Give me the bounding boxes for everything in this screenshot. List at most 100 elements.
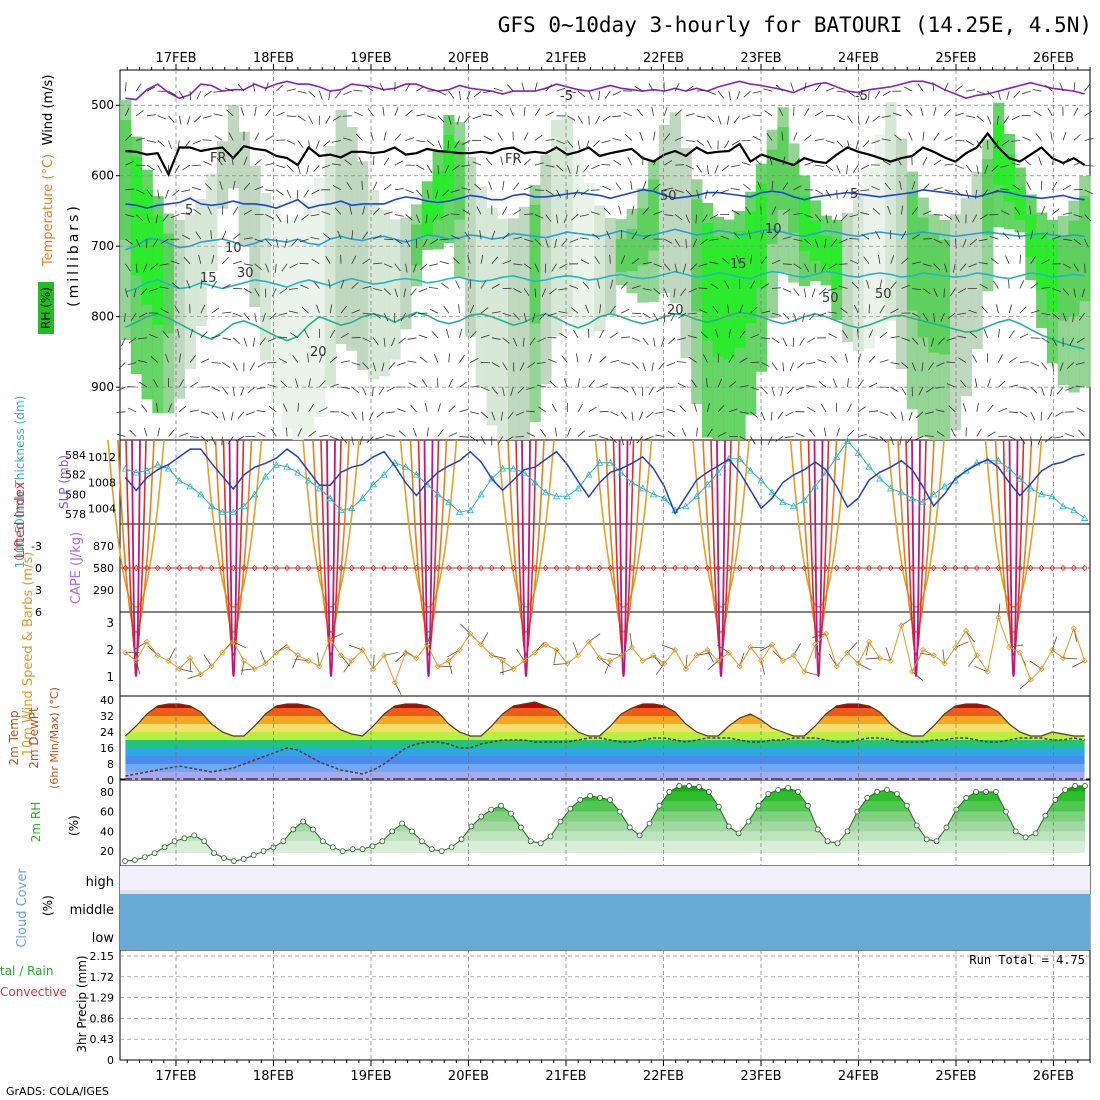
wind-barb	[739, 304, 744, 314]
rh-marker	[300, 818, 307, 825]
rh-marker	[399, 820, 406, 827]
wind-barb	[372, 337, 379, 346]
cloud-cell-middle	[260, 894, 272, 922]
dewpoint-line	[125, 737, 1085, 777]
wind-barb	[717, 404, 725, 413]
thickness-tick-label: 580	[65, 488, 86, 501]
wind-barb	[362, 205, 366, 215]
li-marker	[984, 564, 991, 572]
wind-barb	[602, 185, 611, 191]
thickness-marker	[197, 490, 205, 498]
wind-barb	[804, 263, 810, 272]
wind-barb	[631, 337, 641, 342]
wind-barb	[450, 189, 460, 193]
wind-barb	[621, 362, 630, 366]
wind-speed-marker	[887, 657, 894, 664]
wind-barb	[200, 279, 203, 289]
thickness-marker	[294, 468, 302, 476]
wind-barb	[1052, 312, 1060, 320]
wind-barb	[790, 82, 794, 92]
wind-barb	[301, 306, 309, 314]
rh-cell-core	[615, 239, 628, 273]
cloud-cell-middle	[637, 894, 649, 922]
wind-barb	[491, 283, 500, 289]
wind-barb	[405, 189, 415, 194]
wind-barb	[125, 161, 134, 166]
wind-barb	[432, 214, 439, 222]
rh-cell-core	[1025, 214, 1037, 258]
li-marker	[704, 564, 711, 572]
thickness-marker	[1080, 514, 1089, 521]
wind-barb	[333, 115, 342, 121]
cloud-cell-middle	[120, 894, 132, 922]
li-marker	[391, 564, 398, 572]
contour-label: -5	[560, 89, 573, 104]
wind-barb	[160, 308, 169, 314]
wind-barb	[685, 239, 687, 249]
wind-barb	[162, 330, 169, 339]
wind-barb	[849, 238, 859, 240]
contour-label: 20	[667, 303, 684, 318]
rh-marker	[478, 813, 485, 820]
wind-barb	[874, 90, 881, 100]
wind-barb	[730, 187, 740, 191]
wind-barb	[1006, 91, 1010, 100]
wind-barb	[1002, 232, 1010, 240]
wind-barb	[797, 362, 805, 369]
thickness-marker	[811, 482, 819, 490]
wind-barb	[631, 285, 641, 289]
wind-barb	[427, 115, 436, 119]
wind-speed-marker	[984, 668, 991, 675]
li-marker	[887, 564, 894, 572]
wind-speed-marker	[327, 636, 334, 643]
wind-barb	[276, 139, 286, 141]
cloud-cell-middle	[799, 894, 811, 922]
wind-barb	[730, 164, 740, 168]
wind-barb	[679, 405, 687, 413]
wind-barb	[836, 427, 840, 437]
wind-barb	[757, 181, 762, 190]
wind-barb	[310, 236, 320, 240]
warm-isotherm	[228, 439, 239, 677]
wind-barb	[168, 90, 177, 96]
wind-barb	[362, 337, 371, 343]
cloud-cell-low	[141, 922, 153, 950]
rh-marker	[498, 802, 504, 809]
wind-barb	[265, 135, 274, 141]
wind-barb	[728, 381, 737, 388]
wind-barb	[1001, 140, 1010, 146]
wind-barb	[222, 411, 226, 421]
wind-barb	[1084, 83, 1091, 92]
isotherm-10	[125, 228, 1085, 251]
wind-barb	[527, 362, 536, 368]
cloud-cell-middle	[712, 894, 724, 922]
wind-barb	[448, 405, 456, 413]
wind-barb	[1019, 280, 1025, 289]
wind-barb	[1055, 411, 1064, 417]
wind-barb	[288, 288, 298, 290]
wind-barb	[1010, 140, 1020, 142]
wind-barb	[955, 164, 964, 169]
wind-barb	[1047, 411, 1053, 420]
cloud-cell-middle	[680, 894, 692, 922]
wind-barb	[664, 238, 673, 244]
wind-barb	[1030, 256, 1036, 265]
wind-barb	[1011, 115, 1021, 121]
cloud-cell-low	[896, 922, 908, 950]
wind-barb	[319, 380, 326, 388]
wind-barb	[602, 115, 611, 122]
li-marker	[370, 564, 377, 572]
wind-barb	[1019, 333, 1029, 339]
wind-barb	[252, 337, 256, 347]
wind-barb	[254, 158, 262, 166]
rh-cell	[896, 138, 908, 370]
wind-barb	[495, 109, 503, 117]
wind-barb	[1030, 282, 1039, 289]
wind-barb	[200, 358, 210, 363]
wind-barb	[319, 434, 329, 437]
wind-barb	[394, 133, 402, 141]
wind-barb	[922, 263, 932, 267]
chart-title: GFS 0~10day 3-hourly for BATOURI (14.25E…	[498, 13, 1092, 37]
wind-speed-marker	[521, 657, 528, 664]
wind-barb	[474, 183, 482, 191]
